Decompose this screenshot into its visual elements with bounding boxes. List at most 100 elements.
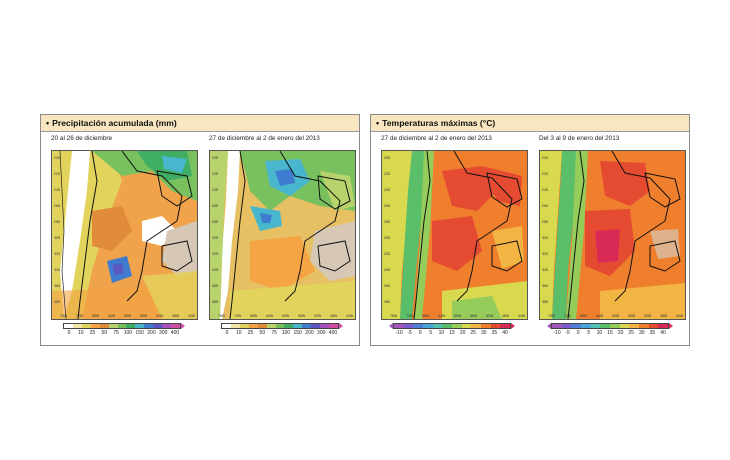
latitude-label: 34S <box>542 268 549 272</box>
temp-map-2-tick-label: 10 <box>596 330 603 336</box>
precip-map-2-tick-label: 50 <box>259 330 266 336</box>
temp-map-2-tick-label: 5 <box>587 330 591 336</box>
temp-map-2-tick-label: 0 <box>576 330 580 336</box>
latitude-label: 36S <box>212 284 219 288</box>
latitude-label: 26S <box>384 204 391 208</box>
precip-map-2-colorbar-low-cap <box>217 323 221 329</box>
precip-map-1-tick-label: 10 <box>77 330 84 336</box>
temp-map-2-tick-label: -5 <box>565 330 570 336</box>
latitude-label: 28S <box>384 220 391 224</box>
precipitation-panel-header: • Precipitación acumulada (mm) <box>41 115 359 132</box>
bullet-icon: • <box>376 118 380 128</box>
longitude-label: 76W <box>390 314 398 318</box>
temp-map-2-colorbar-segment <box>639 324 649 328</box>
latitude-label: 24S <box>384 188 391 192</box>
precip-map-1-scale-ticks: 0 10 25 50 75 100 150 200 300 400 <box>67 330 180 338</box>
precip-map-2-scale-ticks: 0 10 25 50 75 100 150 200 300 400 <box>226 330 338 338</box>
precip-map-2-colorbar-segment <box>266 324 276 328</box>
temp-map-2-colorbar-segment <box>571 324 582 328</box>
temp-map-1-tick-label: 30 <box>481 330 487 336</box>
latitude-label: 38S <box>542 300 549 304</box>
latitude-label: 32S <box>542 252 549 256</box>
latitude-label: 20S <box>212 156 219 160</box>
temp-map-1-colorbar <box>389 323 515 329</box>
precip-map-1-tick-label: 0 <box>67 330 71 336</box>
latitude-label: 30S <box>54 236 61 240</box>
latitude-label: 20S <box>384 156 391 160</box>
longitude-label: 48W <box>330 314 338 318</box>
temp-map-1-colorbar-low-cap <box>389 323 393 329</box>
temp-map-2-colorbar <box>547 323 673 329</box>
latitude-label: 34S <box>54 268 61 272</box>
longitude-label: 52W <box>156 314 164 318</box>
longitude-label: 76W <box>548 314 556 318</box>
precip-map-2-colorbar-segment <box>239 324 249 328</box>
precip-map-1-tick-label: 75 <box>113 330 119 336</box>
temp-map-1-tick-label: 25 <box>470 330 476 336</box>
longitude-label: 68W <box>580 314 588 318</box>
precip-map-1-colorbar-segment <box>171 324 180 328</box>
temp-map-2-caption: Del 3 al 9 de enero del 2013 <box>539 135 620 142</box>
precip-map-1-colorbar-segment <box>72 324 82 328</box>
temp-map-2-tick-label: 20 <box>617 330 624 336</box>
longitude-label: 64W <box>108 314 116 318</box>
precip-map-2-colorbar-segment <box>222 324 231 328</box>
precip-map-1-colorbar-segment <box>162 324 172 328</box>
temp-map-1-colorbar-segment <box>413 324 424 328</box>
temp-map-1-colorbar-segment <box>500 324 511 328</box>
longitude-label: 68W <box>92 314 100 318</box>
latitude-label: 36S <box>54 284 61 288</box>
precip-map-1-colorbar-segment <box>108 324 118 328</box>
precip-map-1-colorbar-low-cap <box>59 323 63 329</box>
latitude-label: 28S <box>542 220 549 224</box>
bullet-icon: • <box>46 118 50 128</box>
precip-map-1-tick-label: 150 <box>135 330 144 336</box>
longitude-label: 76W <box>218 314 226 318</box>
precip-map-2-tick-label: 200 <box>305 330 314 336</box>
temperature-panel-header: • Temperaturas máximas (°C) <box>371 115 689 132</box>
temp-map-2-scale-ticks: -10 -5 0 5 10 15 20 25 30 35 40 <box>553 330 665 338</box>
precip-map-2-colorbar-segment <box>230 324 240 328</box>
precip-map-2-tick-label: 150 <box>293 330 302 336</box>
precipitation-title: Precipitación acumulada (mm) <box>52 118 177 128</box>
temp-map-2-colorbar-segment <box>648 324 659 328</box>
longitude-label: 64W <box>438 314 446 318</box>
latitude-label: 30S <box>212 236 219 240</box>
longitude-label: 60W <box>124 314 132 318</box>
temp-map-2: 20S 22S 24S 26S 28S 30S 32S 34S 36S 38S 76W 72W 68W 6… <box>539 150 686 320</box>
precip-map-2-tick-label: 300 <box>317 330 326 336</box>
temp-map-1-colorbar-segment <box>461 324 472 328</box>
precip-map-2-colorbar-segment <box>311 324 321 328</box>
temp-map-2-colorbar-segment <box>629 324 640 328</box>
latitude-label: 24S <box>212 188 219 192</box>
longitude-label: 48W <box>502 314 510 318</box>
temp-map-1-colorbar-segment <box>490 324 501 328</box>
precip-map-1-tick-label: 300 <box>159 330 168 336</box>
latitude-label: 30S <box>384 236 391 240</box>
precip-map-2-colorbar-high-cap <box>339 323 343 329</box>
temp-map-2-tick-label: 35 <box>649 330 656 336</box>
longitude-label: 44W <box>676 314 684 318</box>
temp-map-2-tick-label: 15 <box>607 330 613 336</box>
precip-map-1-svg: 20S 22S 24S 26S 28S 30S 32S 34S 36S 38S 76W 72W 68W 6… <box>52 151 197 319</box>
precip-map-1-tick-label: 100 <box>123 330 133 336</box>
latitude-label: 36S <box>542 284 549 288</box>
precip-map-2-caption: 27 de diciembre al 2 de enero del 2013 <box>209 135 320 142</box>
precip-map-2-tick-label: 75 <box>271 330 277 336</box>
temp-map-2-colorbar-segment <box>552 324 562 328</box>
temperature-panel: • Temperaturas máximas (°C) 27 de diciem… <box>370 114 690 346</box>
precip-map-2-svg: 20S 22S 24S 26S 28S 30S 32S 34S 36S 38S 76W 72W 68W 6… <box>210 151 355 319</box>
temp-map-2-colorbar-segment <box>610 324 620 328</box>
longitude-label: 60W <box>612 314 620 318</box>
longitude-label: 44W <box>188 314 196 318</box>
temp-map-1-scale-ticks: -10 -5 0 5 10 15 20 25 30 35 40 <box>395 330 507 338</box>
longitude-label: 72W <box>76 314 84 318</box>
latitude-label: 26S <box>542 204 549 208</box>
longitude-label: 48W <box>660 314 668 318</box>
latitude-label: 22S <box>384 172 391 176</box>
temp-map-1-colorbar-segment <box>423 324 433 328</box>
precip-map-1-colorbar <box>59 323 185 329</box>
longitude-label: 72W <box>564 314 572 318</box>
precip-map-2: 20S 22S 24S 26S 28S 30S 32S 34S 36S 38S 76W 72W 68W 6… <box>209 150 356 320</box>
longitude-label: 68W <box>250 314 258 318</box>
